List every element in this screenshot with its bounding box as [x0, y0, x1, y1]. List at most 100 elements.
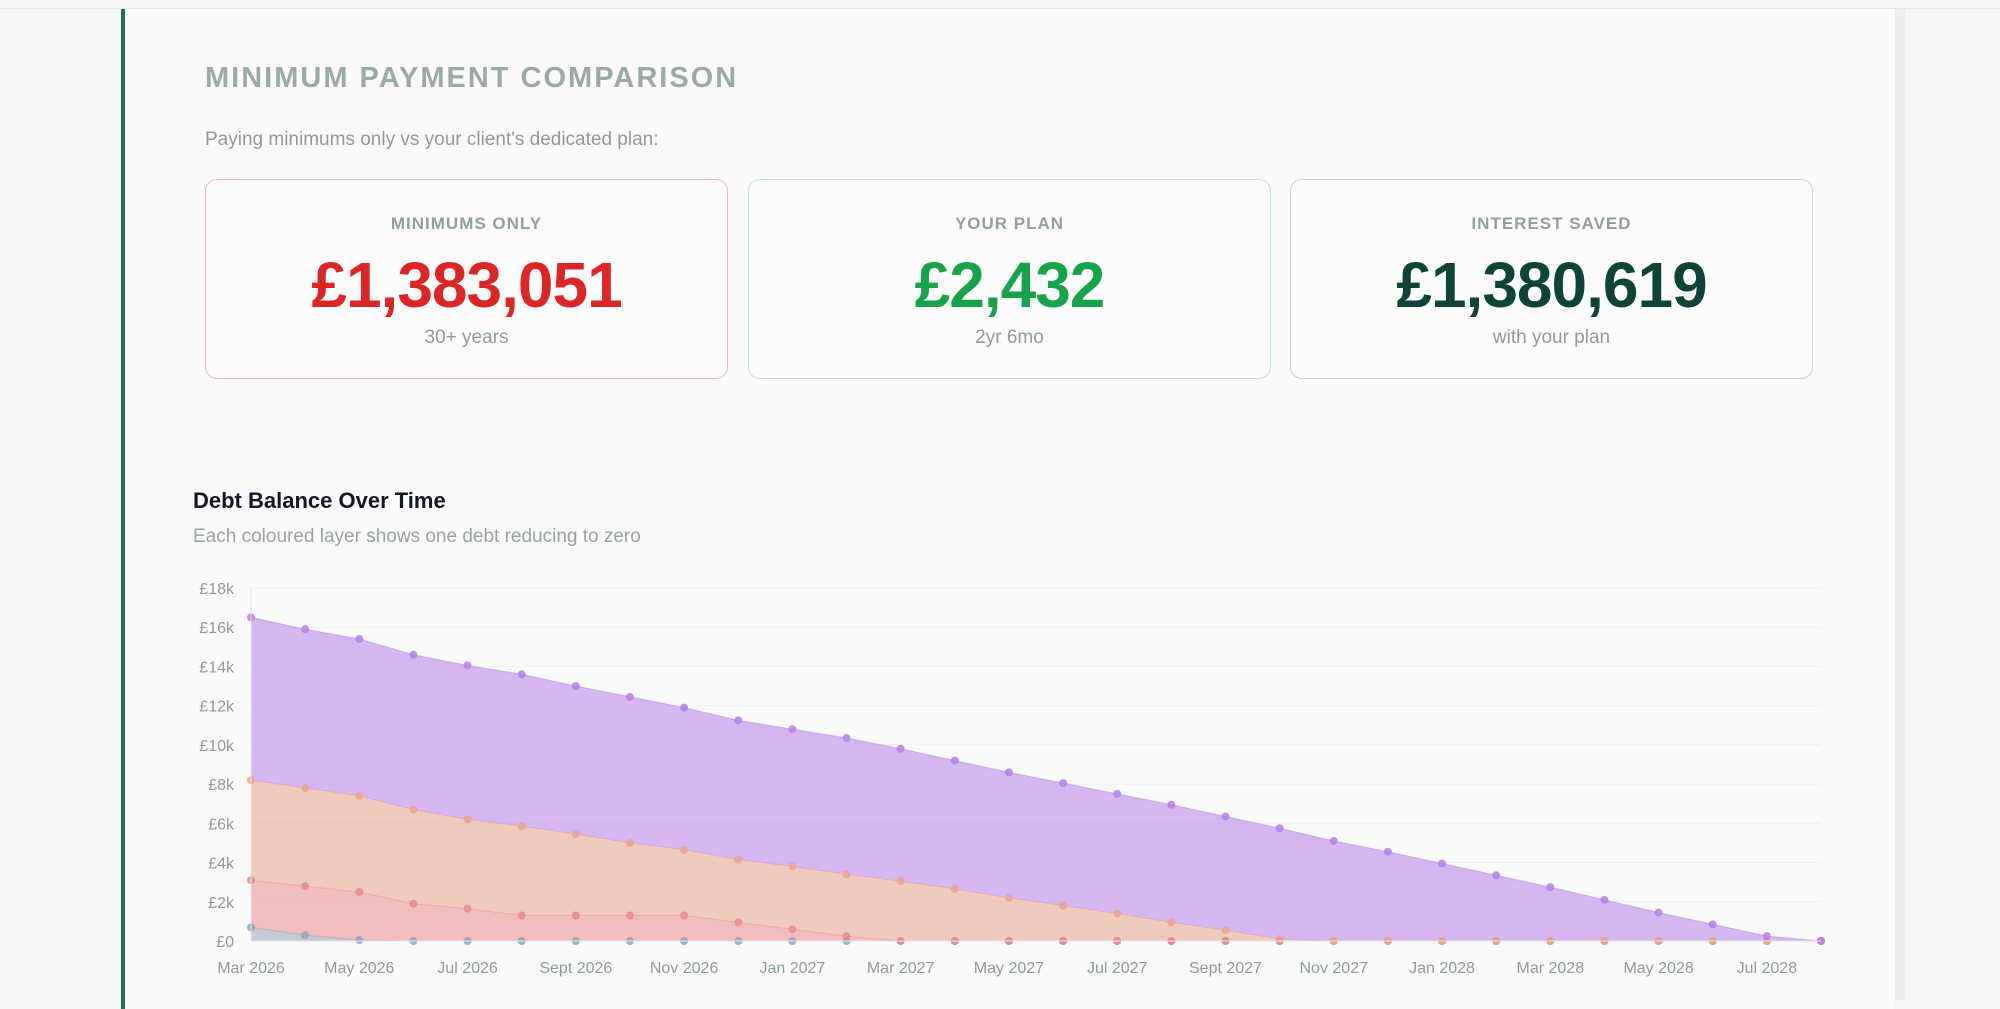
series-3-point — [1004, 893, 1013, 902]
series-2-point — [409, 899, 418, 908]
series-4-point — [788, 725, 797, 734]
series-4-point — [896, 744, 905, 753]
top-divider — [0, 8, 2000, 9]
series-3-point — [1167, 918, 1176, 927]
series-4-point — [1654, 908, 1663, 917]
series-1-point — [355, 936, 364, 945]
series-3-point — [517, 822, 526, 831]
card-value: £1,383,051 — [311, 249, 622, 321]
x-tick-label: Sept 2026 — [539, 960, 612, 977]
series-1-point — [301, 931, 310, 940]
series-4-point — [1438, 859, 1447, 868]
card-label: INTEREST SAVED — [1471, 214, 1632, 233]
x-tick-label: Jan 2028 — [1409, 960, 1475, 977]
series-3-point — [950, 885, 959, 894]
series-4-point — [1167, 800, 1176, 809]
series-4-point — [950, 756, 959, 765]
chart-title: Debt Balance Over Time — [193, 488, 446, 513]
series-4-point — [355, 634, 364, 643]
series-4-point — [1113, 789, 1122, 798]
x-tick-label: Jul 2026 — [437, 960, 498, 977]
series-area-3 — [251, 780, 1821, 941]
series-4-point — [1708, 920, 1717, 929]
series-2-point — [788, 925, 797, 934]
series-3-point — [625, 838, 634, 847]
series-4-point — [1546, 883, 1555, 892]
y-tick-label: £4k — [208, 856, 235, 873]
x-tick-label: Sept 2027 — [1189, 960, 1262, 977]
card-note: with your plan — [1492, 327, 1611, 348]
y-tick-label: £2k — [208, 895, 235, 912]
series-area-4 — [251, 617, 1821, 941]
series-4-point — [1329, 836, 1338, 845]
series-3-point — [1059, 901, 1068, 910]
x-tick-label: Nov 2027 — [1300, 960, 1369, 977]
series-4-point — [1004, 768, 1013, 777]
x-tick-label: Nov 2026 — [650, 960, 719, 977]
series-4-point — [301, 625, 310, 634]
series-3-point — [842, 870, 851, 879]
x-tick-label: May 2026 — [324, 960, 394, 977]
series-2-point — [301, 882, 310, 891]
section-subtitle: Paying minimums only vs your client's de… — [205, 129, 659, 150]
series-2-point — [571, 911, 580, 920]
series-3-point — [301, 784, 310, 793]
card-value: £1,380,619 — [1396, 249, 1707, 321]
your-plan-card: YOUR PLAN £2,432 2yr 6mo — [748, 179, 1271, 379]
series-3-point — [1275, 935, 1284, 944]
series-3-point — [571, 830, 580, 839]
minimums-only-card: MINIMUMS ONLY £1,383,051 30+ years — [205, 179, 728, 379]
x-tick-label: Mar 2027 — [867, 960, 935, 977]
x-tick-label: Jul 2028 — [1737, 960, 1798, 977]
series-4-point — [1762, 932, 1771, 941]
y-tick-label: £10k — [199, 738, 235, 755]
series-4-point — [1492, 871, 1501, 880]
series-3-point — [355, 791, 364, 800]
series-4-point — [1221, 812, 1230, 821]
series-4-point — [680, 703, 689, 712]
y-tick-label: £12k — [199, 699, 235, 716]
series-3-point — [409, 805, 418, 814]
series-4-point — [1275, 824, 1284, 833]
series-4-point — [1059, 779, 1068, 788]
x-tick-label: May 2028 — [1623, 960, 1693, 977]
series-2-point — [355, 887, 364, 896]
y-tick-label: £6k — [208, 816, 235, 833]
card-note: 30+ years — [424, 327, 509, 348]
y-tick-label: £14k — [199, 659, 235, 676]
card-label: YOUR PLAN — [954, 214, 1065, 233]
card-value: £2,432 — [914, 249, 1106, 321]
series-3-point — [463, 815, 472, 824]
series-3-point — [1221, 926, 1230, 935]
series-4-point — [1600, 895, 1609, 904]
series-2-point — [734, 918, 743, 927]
chart-subtitle: Each coloured layer shows one debt reduc… — [193, 526, 641, 547]
series-4-point — [625, 692, 634, 701]
x-tick-label: Jul 2027 — [1087, 960, 1148, 977]
series-4-point — [409, 650, 418, 659]
series-4-point — [734, 716, 743, 725]
series-line-4 — [250, 616, 1822, 942]
series-4-point — [463, 661, 472, 670]
series-2-point — [463, 904, 472, 913]
series-area-2 — [251, 880, 1821, 941]
x-tick-label: Mar 2026 — [217, 960, 285, 977]
series-4-point — [1383, 847, 1392, 856]
x-tick-label: May 2027 — [974, 960, 1044, 977]
x-tick-label: Jan 2027 — [759, 960, 825, 977]
section-title: MINIMUM PAYMENT COMPARISON — [205, 62, 739, 94]
series-3-point — [734, 855, 743, 864]
series-4-point — [842, 734, 851, 743]
panel-edge — [1895, 9, 1905, 1000]
x-tick-label: Mar 2028 — [1517, 960, 1585, 977]
card-note: 2yr 6mo — [975, 327, 1044, 348]
series-3-point — [1113, 909, 1122, 918]
series-4-point — [517, 670, 526, 679]
series-2-point — [680, 911, 689, 920]
series-4-point — [571, 682, 580, 691]
series-3-point — [680, 845, 689, 854]
card-label: MINIMUMS ONLY — [390, 214, 543, 233]
y-tick-label: £0 — [216, 934, 234, 951]
series-3-point — [896, 877, 905, 886]
